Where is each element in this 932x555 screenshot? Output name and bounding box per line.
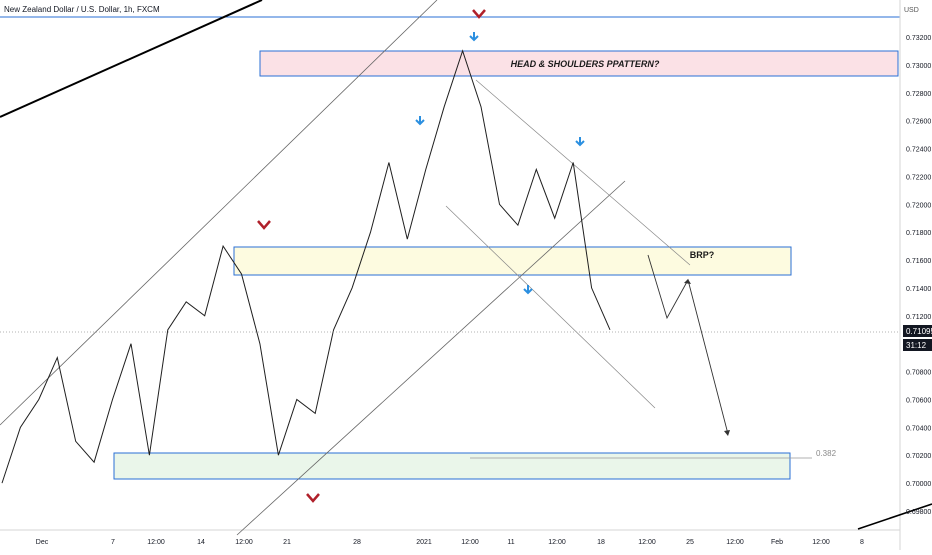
price-tick-label: 0.71600 <box>906 258 931 265</box>
price-tick-label: 0.72400 <box>906 147 931 154</box>
time-tick-label: 12:00 <box>147 539 165 546</box>
time-tick-label: 14 <box>197 539 205 546</box>
long-trend-line-top[interactable] <box>0 0 263 118</box>
price-series-line[interactable] <box>1 49 611 484</box>
time-tick-label: 12:00 <box>461 539 479 546</box>
pattern-label: HEAD & SHOULDERS PPATTERN? <box>511 59 660 69</box>
price-tick-label: 0.72600 <box>906 119 931 126</box>
projected-path-arrowhead-mid <box>684 279 691 284</box>
blue-down-arrow-right-shoulder <box>575 137 585 147</box>
red-down-arrow-bottom <box>306 493 320 503</box>
top-resistance-zone[interactable] <box>259 50 899 77</box>
price-tick-label: 0.70200 <box>906 453 931 460</box>
channel-lower-line[interactable] <box>236 180 626 536</box>
symbol-title: New Zealand Dollar / U.S. Dollar, 1h, FX… <box>4 5 160 14</box>
price-tick-label: 0.70800 <box>906 370 931 377</box>
price-tick-label: 0.73000 <box>906 63 931 70</box>
time-tick-label: 12:00 <box>235 539 253 546</box>
projected-path[interactable] <box>647 254 729 435</box>
price-tick-label: 0.71200 <box>906 314 931 321</box>
fib-level-label: 0.382 <box>816 449 837 458</box>
price-tick-label: 0.70000 <box>906 481 931 488</box>
blue-down-arrow-left-shoulder <box>415 116 425 126</box>
time-tick-label: 12:00 <box>812 539 830 546</box>
red-down-arrow-left-shoulder <box>257 220 271 230</box>
price-tick-label: 0.72200 <box>906 174 931 181</box>
price-tick-label: 0.72000 <box>906 202 931 209</box>
countdown-value: 31:12 <box>906 341 927 350</box>
long-trend-line-bottom[interactable] <box>857 503 932 530</box>
price-tick-label: 0.70600 <box>906 397 931 404</box>
time-tick-label: 18 <box>597 539 605 546</box>
price-axis[interactable]: 0.73200 0.73000 0.72800 0.72600 0.72400 0.722… <box>906 35 931 516</box>
time-tick-label: 12:00 <box>548 539 566 546</box>
price-tick-label: 0.71800 <box>906 230 931 237</box>
countdown-badge <box>903 339 932 351</box>
time-tick-label: Dec <box>36 539 49 546</box>
price-tick-label: 0.69800 <box>906 509 931 516</box>
time-tick-label: 2021 <box>416 539 432 546</box>
price-tick-label: 0.71400 <box>906 286 931 293</box>
time-tick-label: Feb <box>771 539 783 546</box>
projected-path-arrowhead-end <box>724 430 730 436</box>
time-axis[interactable]: Dec 7 12:00 14 12:00 21 28 2021 12:00 11 12:00 18 12… <box>36 539 864 546</box>
channel-upper-line[interactable] <box>0 0 438 426</box>
time-tick-label: 25 <box>686 539 694 546</box>
time-tick-label: 12:00 <box>638 539 656 546</box>
price-tick-label: 0.70400 <box>906 425 931 432</box>
time-tick-label: 11 <box>507 539 514 546</box>
currency-menu[interactable]: USD <box>904 7 919 14</box>
blue-down-arrow-head <box>469 32 479 42</box>
last-price-badge <box>903 325 932 337</box>
last-price-value: 0.71095 <box>906 327 932 336</box>
price-tick-label: 0.72800 <box>906 91 931 98</box>
neckline-lower[interactable] <box>445 205 656 409</box>
price-tick-label: 0.73200 <box>906 35 931 42</box>
retest-label: BRP? <box>690 250 715 260</box>
time-tick-label: 8 <box>860 539 864 546</box>
time-tick-label: 7 <box>111 539 115 546</box>
time-tick-label: 28 <box>353 539 361 546</box>
time-tick-label: 21 <box>283 539 291 546</box>
time-tick-label: 12:00 <box>726 539 744 546</box>
neckline-upper[interactable] <box>475 79 691 266</box>
blue-down-arrow-neckline <box>523 285 533 295</box>
bottom-support-zone[interactable] <box>113 452 791 480</box>
red-down-arrow-top <box>472 9 486 19</box>
